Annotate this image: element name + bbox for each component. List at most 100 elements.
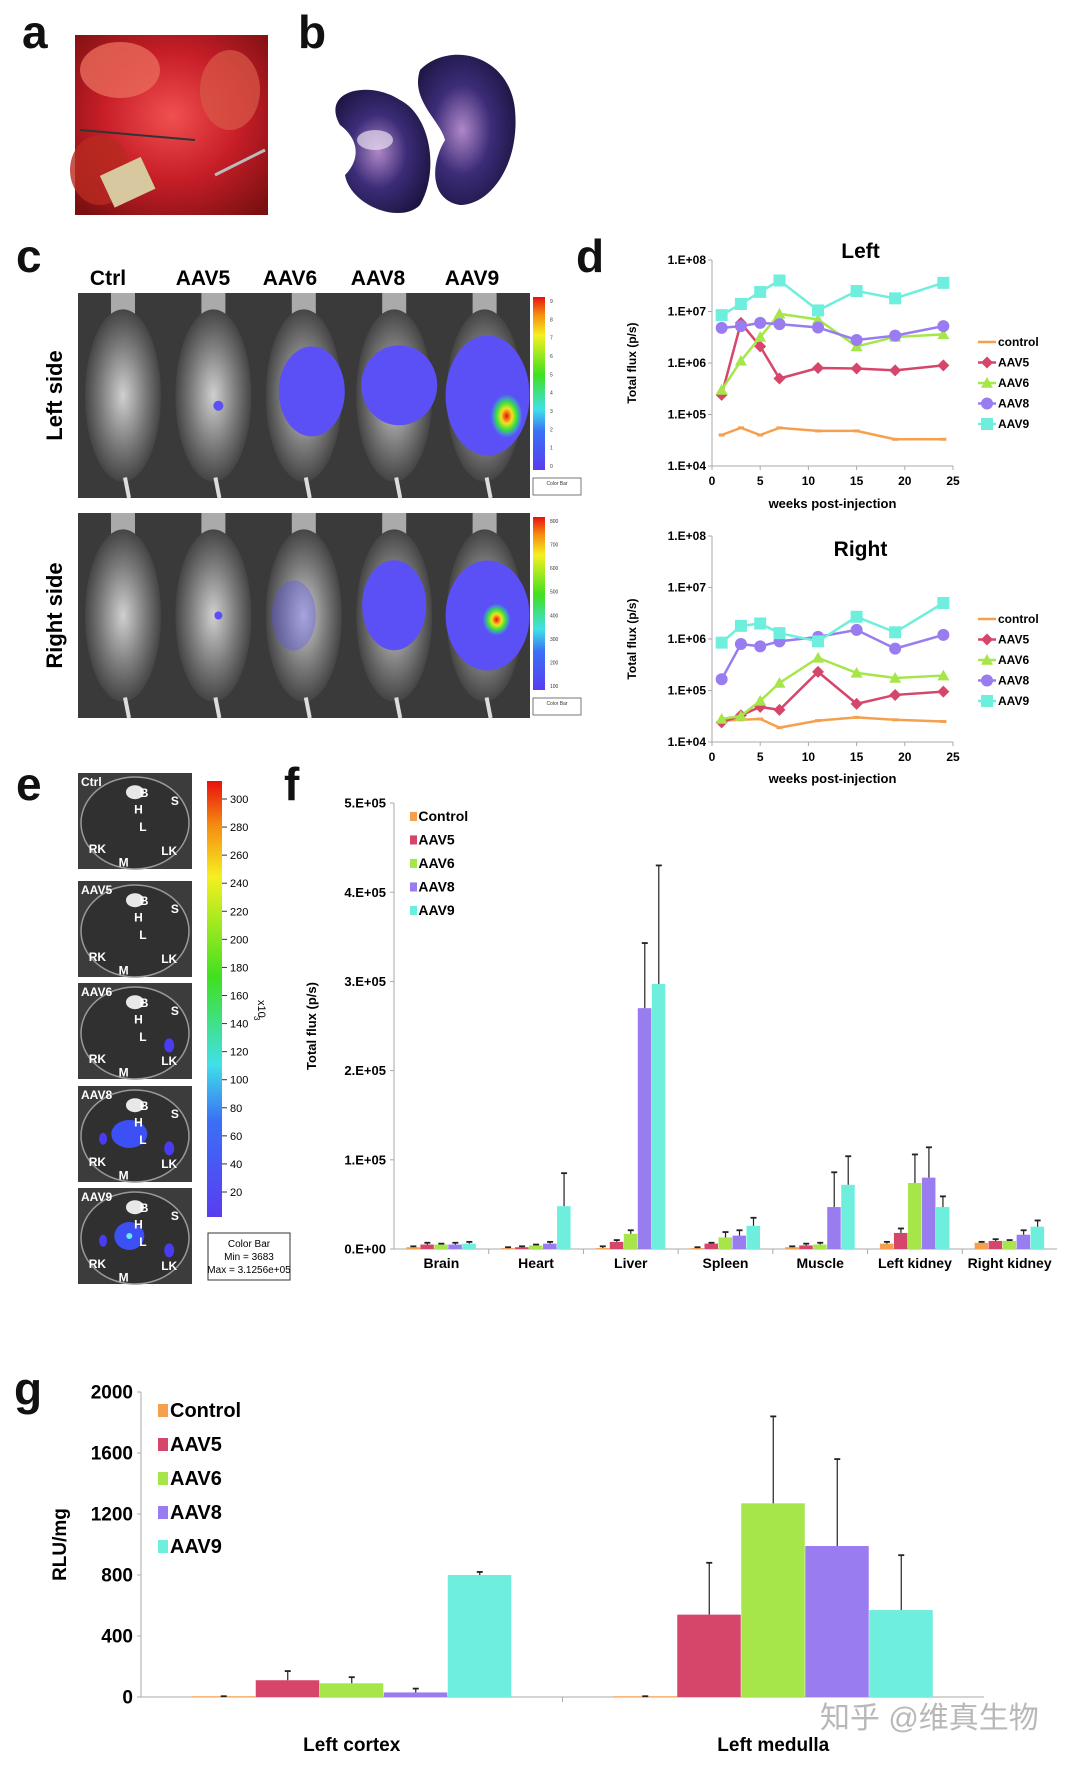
- data-point: [892, 718, 899, 722]
- x-axis-label: weeks post-injection: [768, 496, 897, 511]
- bar-AAV6: [813, 1244, 827, 1249]
- petri-dish: [80, 986, 190, 1080]
- liver-signal: [111, 1120, 148, 1148]
- bar-AAV8: [448, 1244, 462, 1249]
- tail: [213, 697, 222, 719]
- data-point: [937, 359, 950, 372]
- bar-AAV9: [1030, 1226, 1045, 1249]
- signal: [271, 580, 316, 651]
- data-point: [757, 717, 764, 721]
- color-bar-tick: 240: [230, 878, 248, 890]
- legend-marker: [981, 674, 993, 687]
- color-bar-tick: 140: [230, 1019, 248, 1031]
- legend-label: AAV6: [170, 1468, 222, 1490]
- x-tick-label: 15: [850, 750, 864, 764]
- data-point: [754, 640, 767, 653]
- bar-Control: [879, 1243, 894, 1249]
- color-bar-tick: 120: [230, 1047, 248, 1059]
- color-bar-tick: 40: [230, 1159, 242, 1171]
- nose-cone: [111, 513, 135, 535]
- tail: [213, 477, 222, 499]
- color-bar-tick: 2: [550, 427, 553, 433]
- color-bar-tick: 400: [550, 613, 559, 619]
- data-point: [937, 669, 950, 681]
- kidney-signal: [99, 1234, 108, 1247]
- color-bar-tick: 280: [230, 822, 248, 834]
- bar-AAV8: [1016, 1234, 1031, 1249]
- category-label: Left cortex: [303, 1735, 401, 1756]
- mouse: [265, 529, 342, 702]
- data-point: [937, 685, 950, 698]
- tail: [303, 697, 312, 719]
- data-point: [937, 328, 950, 340]
- color-bar-tick: 5: [550, 372, 553, 378]
- y-axis-label: Total flux (p/s): [625, 322, 639, 403]
- y-tick-label: 1.E+05: [344, 1152, 386, 1167]
- organ-label: L: [139, 820, 146, 834]
- legend-marker: [981, 695, 993, 707]
- legend-label: Control: [170, 1400, 241, 1422]
- series-line: [721, 670, 944, 724]
- kidney-signal: [164, 1141, 175, 1156]
- bar-AAV5: [988, 1240, 1003, 1249]
- legend-label: AAV8: [170, 1502, 222, 1524]
- legend-marker: [981, 654, 993, 665]
- data-point: [812, 665, 825, 678]
- series-AAV9: [715, 597, 950, 649]
- brain-tissue: [126, 1098, 144, 1113]
- color-bar-tick: 160: [230, 991, 248, 1003]
- organ-label: LK: [161, 1259, 177, 1273]
- bar-AAV5: [799, 1245, 813, 1249]
- kidney-signal: [164, 1243, 175, 1258]
- legend-swatch: [410, 835, 417, 845]
- series-line: [721, 656, 944, 721]
- color-bar-box-title: Color Bar: [546, 481, 567, 487]
- series-line: [721, 426, 944, 441]
- nose-cone: [382, 293, 407, 315]
- data-point: [889, 292, 902, 305]
- bar-AAV8: [732, 1235, 746, 1249]
- organ-label: H: [134, 803, 143, 817]
- dish-label: AAV5: [81, 883, 112, 897]
- color-bar: [207, 781, 222, 1217]
- organ-label: H: [134, 1013, 143, 1027]
- data-point: [889, 642, 902, 655]
- data-point: [734, 354, 747, 366]
- brain-tissue: [126, 785, 144, 800]
- color-bar-tick: 600: [550, 566, 559, 572]
- y-axis-label: RLU/mg: [50, 1508, 71, 1581]
- data-point: [734, 637, 747, 650]
- data-point: [715, 321, 728, 334]
- tail: [303, 477, 312, 499]
- tail: [123, 477, 131, 499]
- x-tick-label: 25: [946, 750, 960, 764]
- column-label: AAV8: [351, 267, 406, 290]
- legend-swatch: [158, 1438, 168, 1451]
- organ-label: H: [134, 1116, 143, 1130]
- series-line: [720, 628, 944, 680]
- bar-AAV8: [827, 1207, 841, 1249]
- legend-label: AAV5: [418, 832, 455, 848]
- bar-AAV6: [623, 1233, 638, 1249]
- data-point: [889, 364, 902, 377]
- x-axis-label: weeks post-injection: [768, 771, 897, 786]
- category-label: Right kidney: [968, 1255, 1052, 1271]
- data-point: [757, 433, 764, 437]
- y-tick-label: 4.E+05: [344, 885, 386, 900]
- x-tick-label: 0: [709, 750, 716, 764]
- data-point: [754, 694, 767, 706]
- color-bar-tick: 0: [550, 464, 553, 470]
- x-tick-label: 15: [850, 474, 864, 488]
- series-AAV5: [715, 316, 950, 401]
- data-point: [937, 628, 950, 641]
- category-label: Left kidney: [878, 1255, 952, 1271]
- organ-label: B: [140, 1099, 149, 1113]
- data-point: [734, 709, 747, 721]
- color-bar-tick: 500: [550, 590, 559, 596]
- chart-title: Left: [841, 240, 880, 263]
- legend-label: AAV9: [998, 694, 1029, 708]
- color-bar-tick: 260: [230, 850, 248, 862]
- y-tick-label: 3.E+05: [344, 974, 386, 989]
- mouse: [85, 309, 161, 482]
